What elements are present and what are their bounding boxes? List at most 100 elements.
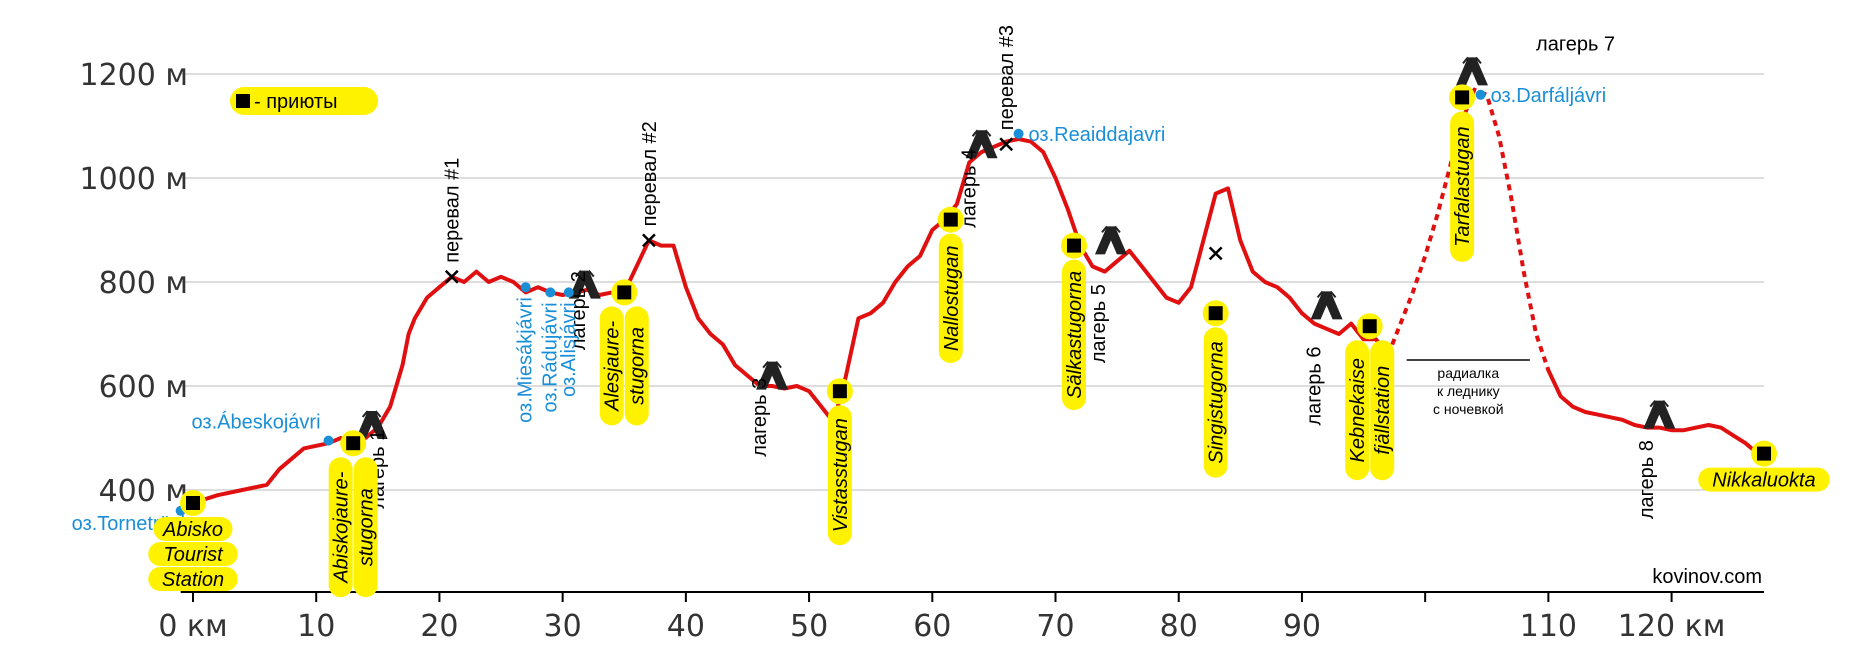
- tent-ropes: [1649, 399, 1670, 408]
- hut-label: Vistasstugan: [830, 418, 852, 532]
- lake-label: оз.Ábeskojávri: [192, 411, 321, 434]
- hut-marker: [1208, 306, 1223, 321]
- hut-label: stugorna: [627, 327, 649, 405]
- hut-label-bg: [599, 306, 624, 426]
- hut-marker: [943, 212, 958, 227]
- hut-label: stugorna: [356, 488, 378, 566]
- tent-body: [1310, 291, 1343, 320]
- hut-marker: [1066, 238, 1081, 253]
- hut-label-bg: [353, 457, 378, 598]
- y-tick-label: 600 м: [99, 370, 188, 405]
- pass-label: перевал #2: [639, 121, 661, 226]
- hut-label: Alesjaure-: [602, 321, 624, 412]
- hut-label: Abiskojaure-: [331, 471, 353, 584]
- hut-label-bg: [624, 306, 649, 426]
- hut-label-bg: [1061, 259, 1086, 411]
- hut-label: Tarfalastugan: [1452, 126, 1474, 246]
- y-tick-label: 400 м: [99, 474, 188, 509]
- tent-ropes: [1316, 290, 1337, 299]
- tent-icon: [355, 410, 388, 439]
- hut-marker: [186, 496, 200, 510]
- x-tick-label: 120 км: [1618, 609, 1726, 644]
- tent-body: [355, 411, 388, 439]
- hut-label: Nallostugan: [941, 246, 963, 352]
- pass-marker: [444, 269, 459, 284]
- hut-label-bg: [148, 542, 238, 566]
- pass-label: перевал #1: [442, 158, 464, 263]
- hut-marker: [1757, 446, 1771, 461]
- hut-label-bg: [1370, 340, 1395, 481]
- legend: - приюты: [230, 87, 378, 115]
- x-tick-label: 70: [1036, 609, 1074, 644]
- tent-icon: [1455, 56, 1488, 86]
- hut-label-bg: [1698, 467, 1830, 492]
- hut-label: Tourist: [163, 544, 224, 566]
- pass-marker: [642, 233, 656, 248]
- x-tick-label: 40: [667, 609, 705, 644]
- x-tick-label: 60: [913, 609, 951, 644]
- tent-body: [568, 270, 601, 299]
- x-tick-label: 80: [1160, 609, 1198, 644]
- camp-label: лагерь 5: [1088, 284, 1110, 363]
- tent-body: [756, 361, 789, 390]
- tent-ropes: [575, 269, 595, 278]
- tent-ropes: [1101, 225, 1121, 234]
- lake-label: оз.Miesákjávri: [515, 297, 537, 423]
- x-tick-label: 30: [544, 609, 582, 644]
- x-tick-label: 50: [790, 609, 828, 644]
- tent-ropes: [762, 360, 782, 369]
- lake-label: оз.Darfáljávri: [1491, 85, 1607, 107]
- camp-label: лагерь 3: [749, 378, 771, 457]
- lake-dot: [323, 435, 334, 446]
- x-tick-label: 110: [1520, 609, 1577, 644]
- pass-marker: [1208, 246, 1223, 261]
- hut-label-bg: [827, 405, 852, 546]
- credit-text: kovinov.com: [1652, 566, 1762, 588]
- lake-label: оз.Rádujávri: [539, 302, 561, 412]
- radial-note: с ночевкой: [1433, 401, 1504, 417]
- radial-note: радиалка: [1437, 365, 1499, 381]
- hut-label-bg: [1345, 340, 1370, 481]
- hut-label: Station: [162, 569, 224, 591]
- tent-icon: [965, 129, 998, 159]
- lake-dot: [1475, 89, 1486, 100]
- pass-marker: [999, 137, 1014, 152]
- hut-label: fjällstation: [1372, 366, 1394, 455]
- lake-dot: [1013, 128, 1024, 139]
- x-tick-label: 20: [420, 609, 458, 644]
- hut-label: Abisko: [162, 519, 223, 541]
- tent-icon: [1310, 290, 1343, 320]
- lake-label: оз.Alisjávri: [558, 302, 580, 397]
- hut-marker: [346, 436, 361, 451]
- hut-label-bg: [153, 517, 233, 541]
- x-tick-label: 0 км: [158, 609, 227, 644]
- hut-label-bg: [1203, 327, 1228, 478]
- legend-label: - приюты: [254, 91, 337, 113]
- tent-body: [1643, 400, 1676, 429]
- pass-label: перевал #3: [996, 25, 1018, 130]
- hut-label: Nikkaluokta: [1712, 470, 1815, 492]
- y-tick-label: 800 м: [99, 266, 188, 301]
- hut-label: Kebnekaise: [1347, 358, 1369, 463]
- tent-body: [1094, 226, 1127, 255]
- hut-marker: [1362, 319, 1377, 334]
- y-axis: 400 м 600 м 800 м 1000 м 1200 м: [79, 58, 188, 509]
- x-tick-label: 10: [297, 609, 335, 644]
- camp-label: лагерь 4: [958, 149, 980, 228]
- tent-icon: [568, 269, 601, 299]
- tent-ropes: [971, 129, 992, 137]
- hut-label-bg: [938, 233, 963, 364]
- legend-hut-marker: [236, 94, 250, 108]
- hut-marker: [1455, 90, 1470, 105]
- camp-label: лагерь 7: [1536, 34, 1615, 56]
- legend-bg: [230, 87, 378, 115]
- tent-ropes: [1462, 56, 1482, 65]
- camp-label: лагерь 6: [1303, 347, 1325, 426]
- hut-marker: [617, 285, 632, 300]
- profile-line: [178, 137, 1391, 513]
- hut-label-bg: [328, 457, 353, 598]
- lake-dot: [563, 287, 574, 298]
- lake-dot: [545, 287, 556, 298]
